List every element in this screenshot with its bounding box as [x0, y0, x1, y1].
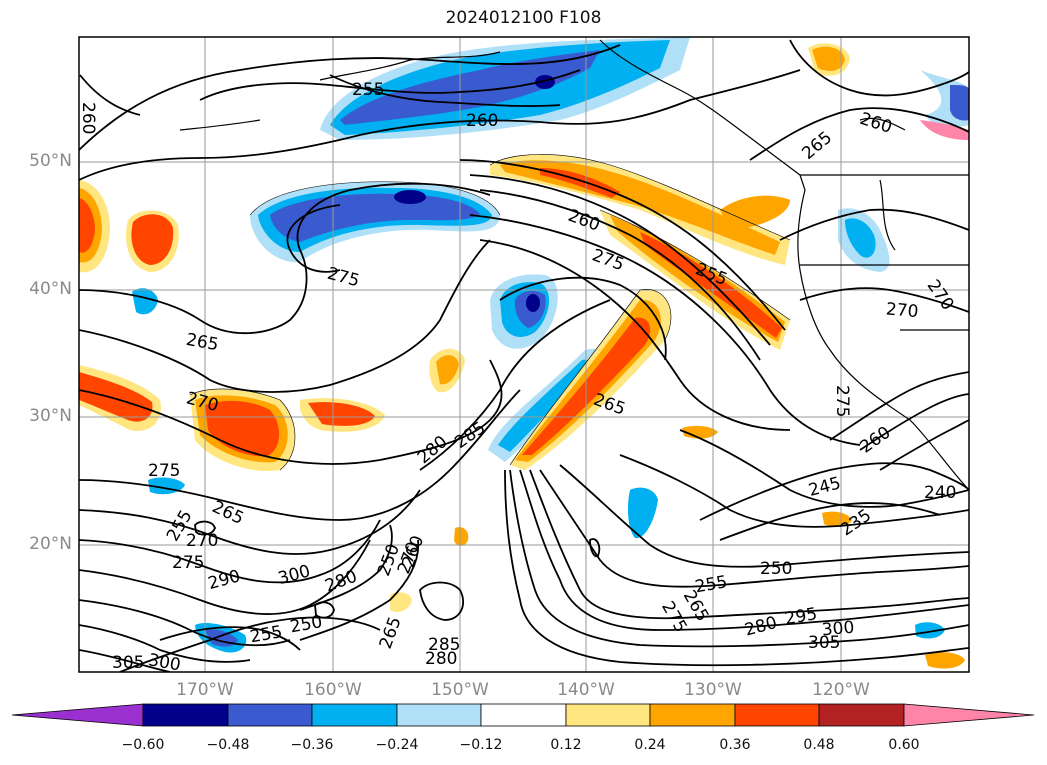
map-frame: [78, 36, 970, 673]
colorbar-tick-label: −0.36: [290, 737, 334, 753]
contour-label: 240: [924, 483, 956, 503]
lat-label: 30°N: [29, 406, 72, 426]
colorbar-extend-left: [11, 703, 144, 727]
contour-label: 300: [147, 650, 182, 675]
contour-label: 260: [78, 102, 98, 134]
colorbar-tick-label: 0.48: [803, 737, 835, 753]
lon-label: 170°W: [176, 680, 234, 700]
colorbar-tick-label: −0.60: [121, 737, 165, 753]
lon-label: 140°W: [557, 680, 615, 700]
colorbar-tick-label: 0.12: [550, 737, 582, 753]
shading-outlines: [189, 154, 791, 471]
colorbar: [11, 703, 1035, 727]
coastlines: [179, 39, 969, 491]
contour-label: 255: [352, 80, 384, 100]
contour-label: 285: [428, 635, 460, 655]
contour-label: 250: [760, 559, 792, 579]
contour-lines: [79, 39, 969, 672]
colorbar-segment: [311, 703, 398, 727]
colorbar-tick-label: 0.36: [719, 737, 751, 753]
colorbar-tick-label: −0.48: [206, 737, 250, 753]
colorbar-tick-label: 0.60: [888, 737, 920, 753]
contour-label: 305: [112, 653, 144, 673]
colorbar-tick-label: 0.24: [634, 737, 666, 753]
colorbar-extend-right: [903, 703, 1035, 727]
contour-label: 275: [832, 385, 852, 417]
lat-label: 20°N: [29, 534, 72, 554]
lat-label: 40°N: [29, 279, 72, 299]
lon-label: 160°W: [304, 680, 362, 700]
colorbar-tick-label: −0.12: [459, 737, 503, 753]
lat-label: 50°N: [29, 151, 72, 171]
contour-label: 305: [808, 633, 840, 653]
contour-label: 270: [885, 299, 919, 322]
colorbar-segment: [480, 703, 567, 727]
colorbar-segment: [227, 703, 313, 727]
colorbar-segment: [396, 703, 482, 727]
map-title: 2024012100 F108: [445, 8, 602, 28]
contour-label: 270: [186, 531, 218, 551]
colorbar-segment: [565, 703, 651, 727]
colorbar-segment: [818, 703, 905, 727]
contour-label: 260: [466, 111, 498, 131]
lon-label: 120°W: [812, 680, 870, 700]
colorbar-segment: [649, 703, 736, 727]
lon-label: 150°W: [431, 680, 489, 700]
colorbar-segment: [142, 703, 229, 727]
colorbar-segment: [734, 703, 820, 727]
contour-label: 300: [821, 618, 855, 641]
colorbar-tick-label: −0.24: [375, 737, 419, 753]
lon-label: 130°W: [684, 680, 742, 700]
contour-label: 275: [172, 553, 204, 573]
contour-label: 275: [148, 461, 180, 481]
contour-label: 280: [425, 649, 457, 669]
